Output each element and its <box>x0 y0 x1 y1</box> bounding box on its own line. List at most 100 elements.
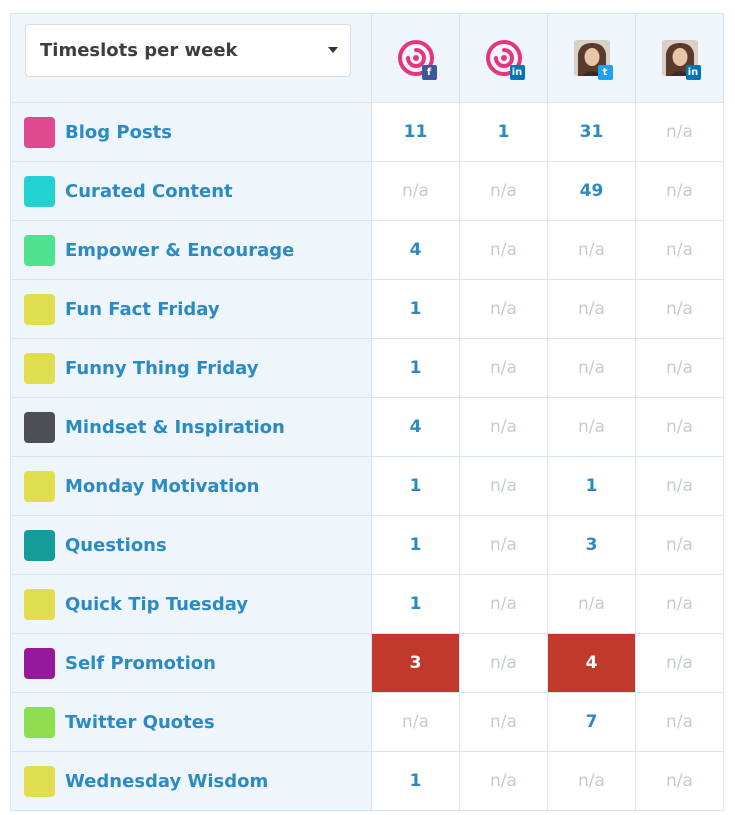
timeslot-count-cell[interactable]: 1 <box>372 339 460 398</box>
timeslot-count-cell: n/a <box>636 634 724 693</box>
category-color-swatch <box>24 176 55 207</box>
category-row: Quick Tip Tuesday 1 n/a n/a n/a <box>11 575 724 634</box>
category-row: Twitter Quotes n/a n/a 7 n/a <box>11 693 724 752</box>
account-avatar: in <box>662 40 698 76</box>
category-link[interactable]: Questions <box>65 535 167 556</box>
category-link[interactable]: Twitter Quotes <box>65 712 215 733</box>
category-link[interactable]: Wednesday Wisdom <box>65 771 268 792</box>
category-link[interactable]: Self Promotion <box>65 653 216 674</box>
category-cell: Twitter Quotes <box>11 693 372 752</box>
category-label-group: Funny Thing Friday <box>11 353 371 384</box>
category-cell: Fun Fact Friday <box>11 280 372 339</box>
category-link[interactable]: Empower & Encourage <box>65 240 294 261</box>
category-label-group: Curated Content <box>11 176 371 207</box>
schedule-table-container: Timeslots per week f in t in Blog Posts 11 1 3… <box>10 13 724 811</box>
timeslot-count-cell: n/a <box>548 221 636 280</box>
account-avatar: f <box>398 40 434 76</box>
timeslot-count-cell[interactable]: 7 <box>548 693 636 752</box>
caret-down-icon <box>328 47 338 53</box>
timeslot-count-cell[interactable]: 3 <box>372 634 460 693</box>
category-link[interactable]: Curated Content <box>65 181 233 202</box>
timeslot-count-cell: n/a <box>636 752 724 811</box>
timeslot-count-cell[interactable]: 49 <box>548 162 636 221</box>
timeslot-count-cell[interactable]: 1 <box>460 103 548 162</box>
category-cell: Quick Tip Tuesday <box>11 575 372 634</box>
timeslot-count-cell[interactable]: 4 <box>372 398 460 457</box>
timeslot-count-cell: n/a <box>636 693 724 752</box>
account-header-2[interactable]: in <box>460 14 548 103</box>
category-cell: Self Promotion <box>11 634 372 693</box>
account-header-3[interactable]: t <box>548 14 636 103</box>
category-label-group: Blog Posts <box>11 117 371 148</box>
timeslot-count-cell: n/a <box>460 339 548 398</box>
timeslot-count-cell[interactable]: 1 <box>372 752 460 811</box>
facebook-icon: f <box>422 65 437 80</box>
timeslot-count-cell[interactable]: 3 <box>548 516 636 575</box>
category-color-swatch <box>24 648 55 679</box>
account-header-1[interactable]: f <box>372 14 460 103</box>
category-row: Mindset & Inspiration 4 n/a n/a n/a <box>11 398 724 457</box>
category-link[interactable]: Monday Motivation <box>65 476 259 497</box>
timeslot-count-cell[interactable]: 1 <box>372 457 460 516</box>
category-row: Wednesday Wisdom 1 n/a n/a n/a <box>11 752 724 811</box>
timeslot-count-cell: n/a <box>636 280 724 339</box>
timeslot-count-cell: n/a <box>460 280 548 339</box>
category-cell: Empower & Encourage <box>11 221 372 280</box>
account-header-4[interactable]: in <box>636 14 724 103</box>
category-cell: Funny Thing Friday <box>11 339 372 398</box>
category-label-group: Twitter Quotes <box>11 707 371 738</box>
category-cell: Curated Content <box>11 162 372 221</box>
category-label-group: Wednesday Wisdom <box>11 766 371 797</box>
linkedin-icon: in <box>686 65 701 80</box>
category-row: Blog Posts 11 1 31 n/a <box>11 103 724 162</box>
timeslot-count-cell: n/a <box>636 575 724 634</box>
timeslot-count-cell: n/a <box>460 398 548 457</box>
timeslot-count-cell: n/a <box>460 752 548 811</box>
timeslot-count-cell: n/a <box>460 634 548 693</box>
category-color-swatch <box>24 707 55 738</box>
timeslot-count-cell[interactable]: 1 <box>372 280 460 339</box>
category-link[interactable]: Fun Fact Friday <box>65 299 220 320</box>
timeslot-count-cell: n/a <box>372 162 460 221</box>
category-link[interactable]: Mindset & Inspiration <box>65 417 285 438</box>
timeslot-count-cell: n/a <box>636 398 724 457</box>
category-label-group: Monday Motivation <box>11 471 371 502</box>
timeslot-count-cell[interactable]: 1 <box>372 516 460 575</box>
timeslot-count-cell: n/a <box>636 103 724 162</box>
category-rows: Blog Posts 11 1 31 n/a Curated Content n/a n/a 4… <box>11 103 724 811</box>
timeslot-count-cell: n/a <box>636 162 724 221</box>
timeslot-table: Timeslots per week f in t in Blog Posts 11 1 3… <box>10 13 724 811</box>
timeslot-count-cell: n/a <box>548 398 636 457</box>
category-cell: Monday Motivation <box>11 457 372 516</box>
category-color-swatch <box>24 412 55 443</box>
category-color-swatch <box>24 530 55 561</box>
category-row: Funny Thing Friday 1 n/a n/a n/a <box>11 339 724 398</box>
timeslot-count-cell[interactable]: 4 <box>548 634 636 693</box>
linkedin-icon: in <box>510 65 525 80</box>
header-row: Timeslots per week f in t in <box>11 14 724 103</box>
twitter-icon: t <box>598 65 613 80</box>
category-link[interactable]: Funny Thing Friday <box>65 358 258 379</box>
category-label-group: Fun Fact Friday <box>11 294 371 325</box>
category-color-swatch <box>24 294 55 325</box>
category-row: Self Promotion 3 n/a 4 n/a <box>11 634 724 693</box>
timeslot-count-cell: n/a <box>636 339 724 398</box>
timeslot-count-cell[interactable]: 4 <box>372 221 460 280</box>
timeslot-count-cell[interactable]: 1 <box>548 457 636 516</box>
timeslot-count-cell[interactable]: 31 <box>548 103 636 162</box>
category-row: Curated Content n/a n/a 49 n/a <box>11 162 724 221</box>
category-link[interactable]: Blog Posts <box>65 122 172 143</box>
dropdown-cell: Timeslots per week <box>11 14 372 103</box>
category-row: Monday Motivation 1 n/a 1 n/a <box>11 457 724 516</box>
timeslot-count-cell: n/a <box>460 516 548 575</box>
timeslot-count-cell[interactable]: 1 <box>372 575 460 634</box>
category-color-swatch <box>24 117 55 148</box>
timeslot-count-cell: n/a <box>460 221 548 280</box>
category-link[interactable]: Quick Tip Tuesday <box>65 594 248 615</box>
timeslot-count-cell[interactable]: 11 <box>372 103 460 162</box>
timeslot-count-cell: n/a <box>636 221 724 280</box>
account-avatar: in <box>486 40 522 76</box>
timeslot-view-select[interactable]: Timeslots per week <box>25 24 351 77</box>
category-cell: Wednesday Wisdom <box>11 752 372 811</box>
timeslot-count-cell: n/a <box>548 752 636 811</box>
